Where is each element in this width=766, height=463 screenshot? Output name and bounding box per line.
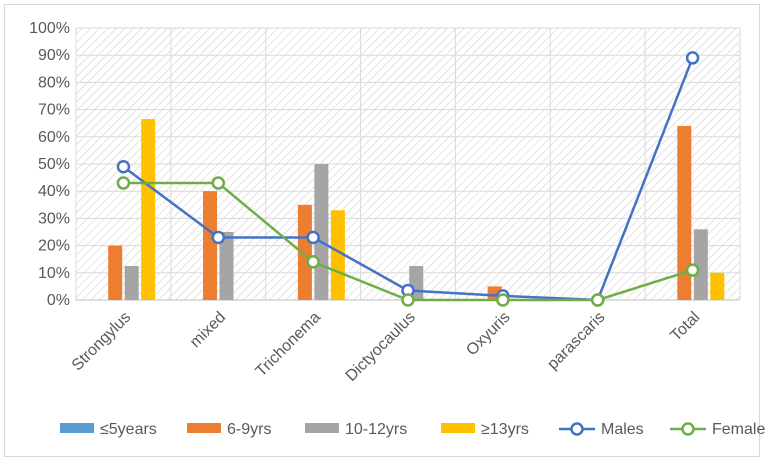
bar	[677, 125, 692, 300]
legend-label: Females	[712, 421, 766, 438]
series-point	[306, 230, 320, 245]
x-category-label: Trichonema	[253, 309, 324, 380]
x-category-label: Dictyocaulus	[343, 309, 419, 385]
legend-marker	[681, 422, 695, 436]
lines	[116, 51, 700, 307]
y-tick-label: 0%	[47, 292, 70, 309]
bar	[297, 204, 312, 300]
y-tick-label: 70%	[38, 102, 70, 119]
legend-item: 10-12yrs	[305, 421, 407, 438]
series-point	[306, 255, 320, 269]
legend: ≤5years 6-9yrs 10-12yrs ≥13yrs Males Females	[60, 421, 766, 438]
legend-swatch	[441, 423, 475, 433]
bar	[710, 272, 725, 300]
y-tick-label: 40%	[38, 183, 70, 200]
bar	[219, 232, 234, 300]
legend-swatch	[60, 423, 94, 433]
x-category-label: Total	[667, 309, 703, 345]
series-point	[496, 293, 510, 307]
legend-label: Males	[601, 421, 644, 438]
y-tick-label: 10%	[38, 265, 70, 282]
legend-label: 10-12yrs	[345, 421, 407, 438]
horizontal-gridlines	[76, 27, 740, 301]
series-point	[116, 176, 131, 190]
y-tick-label: 90%	[38, 47, 70, 64]
bar	[330, 210, 345, 300]
series-point	[211, 230, 226, 245]
legend-item: Males	[559, 421, 644, 438]
legend-label: ≤5years	[100, 421, 157, 438]
legend-marker	[570, 422, 584, 436]
x-category-label: Oxyuris	[463, 309, 513, 359]
series-point	[685, 263, 700, 277]
y-tick-label: 60%	[38, 129, 70, 146]
x-axis-category-labels: Strongylus mixed Trichonema Dictyocaulus Oxy…	[69, 309, 704, 385]
legend-item: ≥13yrs	[441, 421, 529, 438]
x-category-label: Strongylus	[69, 309, 134, 374]
bar	[203, 191, 218, 300]
legend-item: ≤5years	[60, 421, 157, 438]
series-point	[211, 176, 226, 190]
legend-swatch	[305, 423, 339, 433]
y-axis-tick-labels: 0% 10% 20% 30% 40% 50% 60% 70% 80% 90% 100%	[29, 20, 70, 309]
y-tick-label: 50%	[38, 156, 70, 173]
legend-item: Females	[670, 421, 766, 438]
legend-label: ≥13yrs	[481, 421, 529, 438]
bar	[693, 229, 708, 300]
legend-label: 6-9yrs	[227, 421, 271, 438]
y-tick-label: 80%	[38, 74, 70, 91]
series-point	[685, 51, 700, 65]
series-point	[116, 159, 131, 174]
y-tick-label: 100%	[29, 20, 70, 37]
y-tick-label: 30%	[38, 210, 70, 227]
bar	[141, 119, 156, 301]
bar	[124, 266, 139, 300]
y-tick-label: 20%	[38, 238, 70, 255]
x-category-label: parascaris	[544, 309, 608, 373]
bar	[108, 245, 123, 300]
x-category-label: mixed	[187, 309, 229, 351]
legend-swatch	[187, 423, 221, 433]
series-point	[590, 293, 605, 307]
series-point	[401, 293, 415, 307]
legend-item: 6-9yrs	[187, 421, 271, 438]
